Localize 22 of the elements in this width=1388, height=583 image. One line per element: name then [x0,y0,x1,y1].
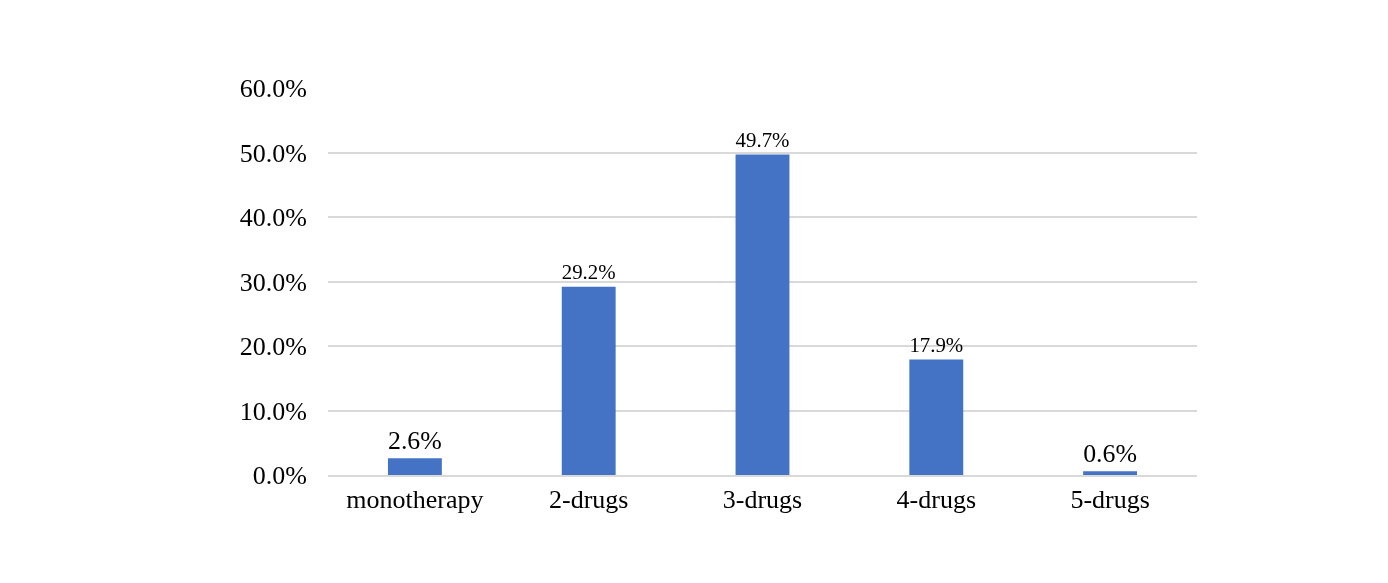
bar [909,359,964,475]
bar [1083,471,1138,475]
x-tick-label: 4-drugs [896,484,977,514]
data-label: 17.9% [909,332,964,357]
y-tick-label: 50.0% [239,138,307,168]
y-tick-label: 40.0% [239,203,307,233]
bar [561,286,616,475]
y-tick-label: 20.0% [239,332,307,362]
x-tick-label: 5-drugs [1070,484,1150,514]
data-label: 2.6% [387,426,442,456]
bar [735,154,790,475]
data-label: 29.2% [561,259,616,284]
y-tick-label: 0.0% [252,461,307,491]
data-label: 49.7% [735,127,790,152]
bar [387,458,442,475]
y-tick-label: 30.0% [239,267,307,297]
y-tick-label: 10.0% [239,396,307,426]
data-label: 0.6% [1083,439,1138,469]
x-tick-label: 2-drugs [548,484,629,514]
y-tick-label: 60.0% [239,74,307,104]
x-tick-label: 3-drugs [722,484,803,514]
x-tick-label: monotherapy [346,484,484,514]
